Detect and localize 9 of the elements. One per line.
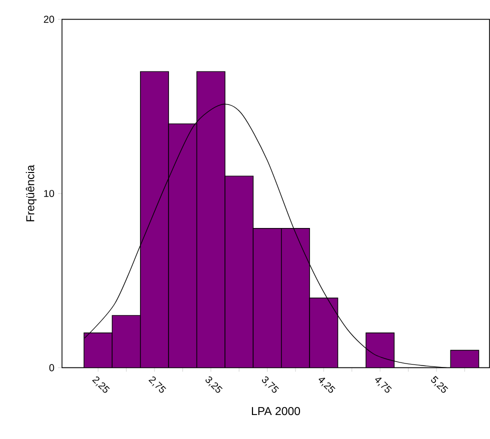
y-tick-label: 10 <box>44 190 54 198</box>
x-tick-label: 4,75 <box>375 378 392 393</box>
x-tick-label: 2,25 <box>92 376 110 393</box>
y-tick-label: 20 <box>44 16 54 23</box>
y-axis-title: Freqüência <box>26 164 37 222</box>
y-tick-label: 0 <box>49 364 54 372</box>
x-axis-title: LPA 2000 <box>252 407 300 416</box>
x-tick-label: 4,25 <box>318 378 336 393</box>
x-tick-label: 2,75 <box>148 376 166 393</box>
